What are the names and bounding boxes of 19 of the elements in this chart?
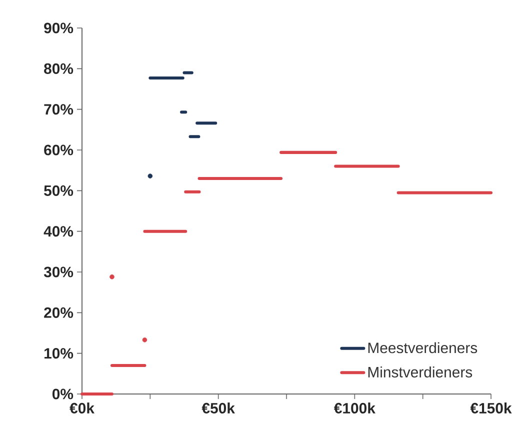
x-tick-label: €0k (70, 402, 94, 414)
y-tick-label: 90% (44, 22, 74, 34)
legend-label: Minstverdieners (368, 366, 472, 378)
y-tick-label: 70% (44, 104, 74, 115)
y-tick-label: 20% (44, 307, 74, 318)
legend-label: Meestverdieners (368, 342, 478, 354)
y-tick-label: 40% (44, 226, 74, 237)
y-tick-label: 0% (52, 388, 74, 400)
point (142, 338, 148, 342)
y-tick-label: 80% (44, 63, 74, 74)
y-tick-label: 50% (44, 185, 74, 196)
point (110, 274, 114, 280)
y-tick-label: 30% (44, 266, 74, 278)
point (148, 174, 153, 178)
x-tick-label: €150k (470, 402, 512, 414)
y-tick-label: 60% (44, 144, 74, 156)
y-tick-label: 10% (44, 348, 74, 359)
x-tick-label: €100k (334, 402, 376, 414)
x-tick-label: €50k (202, 402, 235, 414)
